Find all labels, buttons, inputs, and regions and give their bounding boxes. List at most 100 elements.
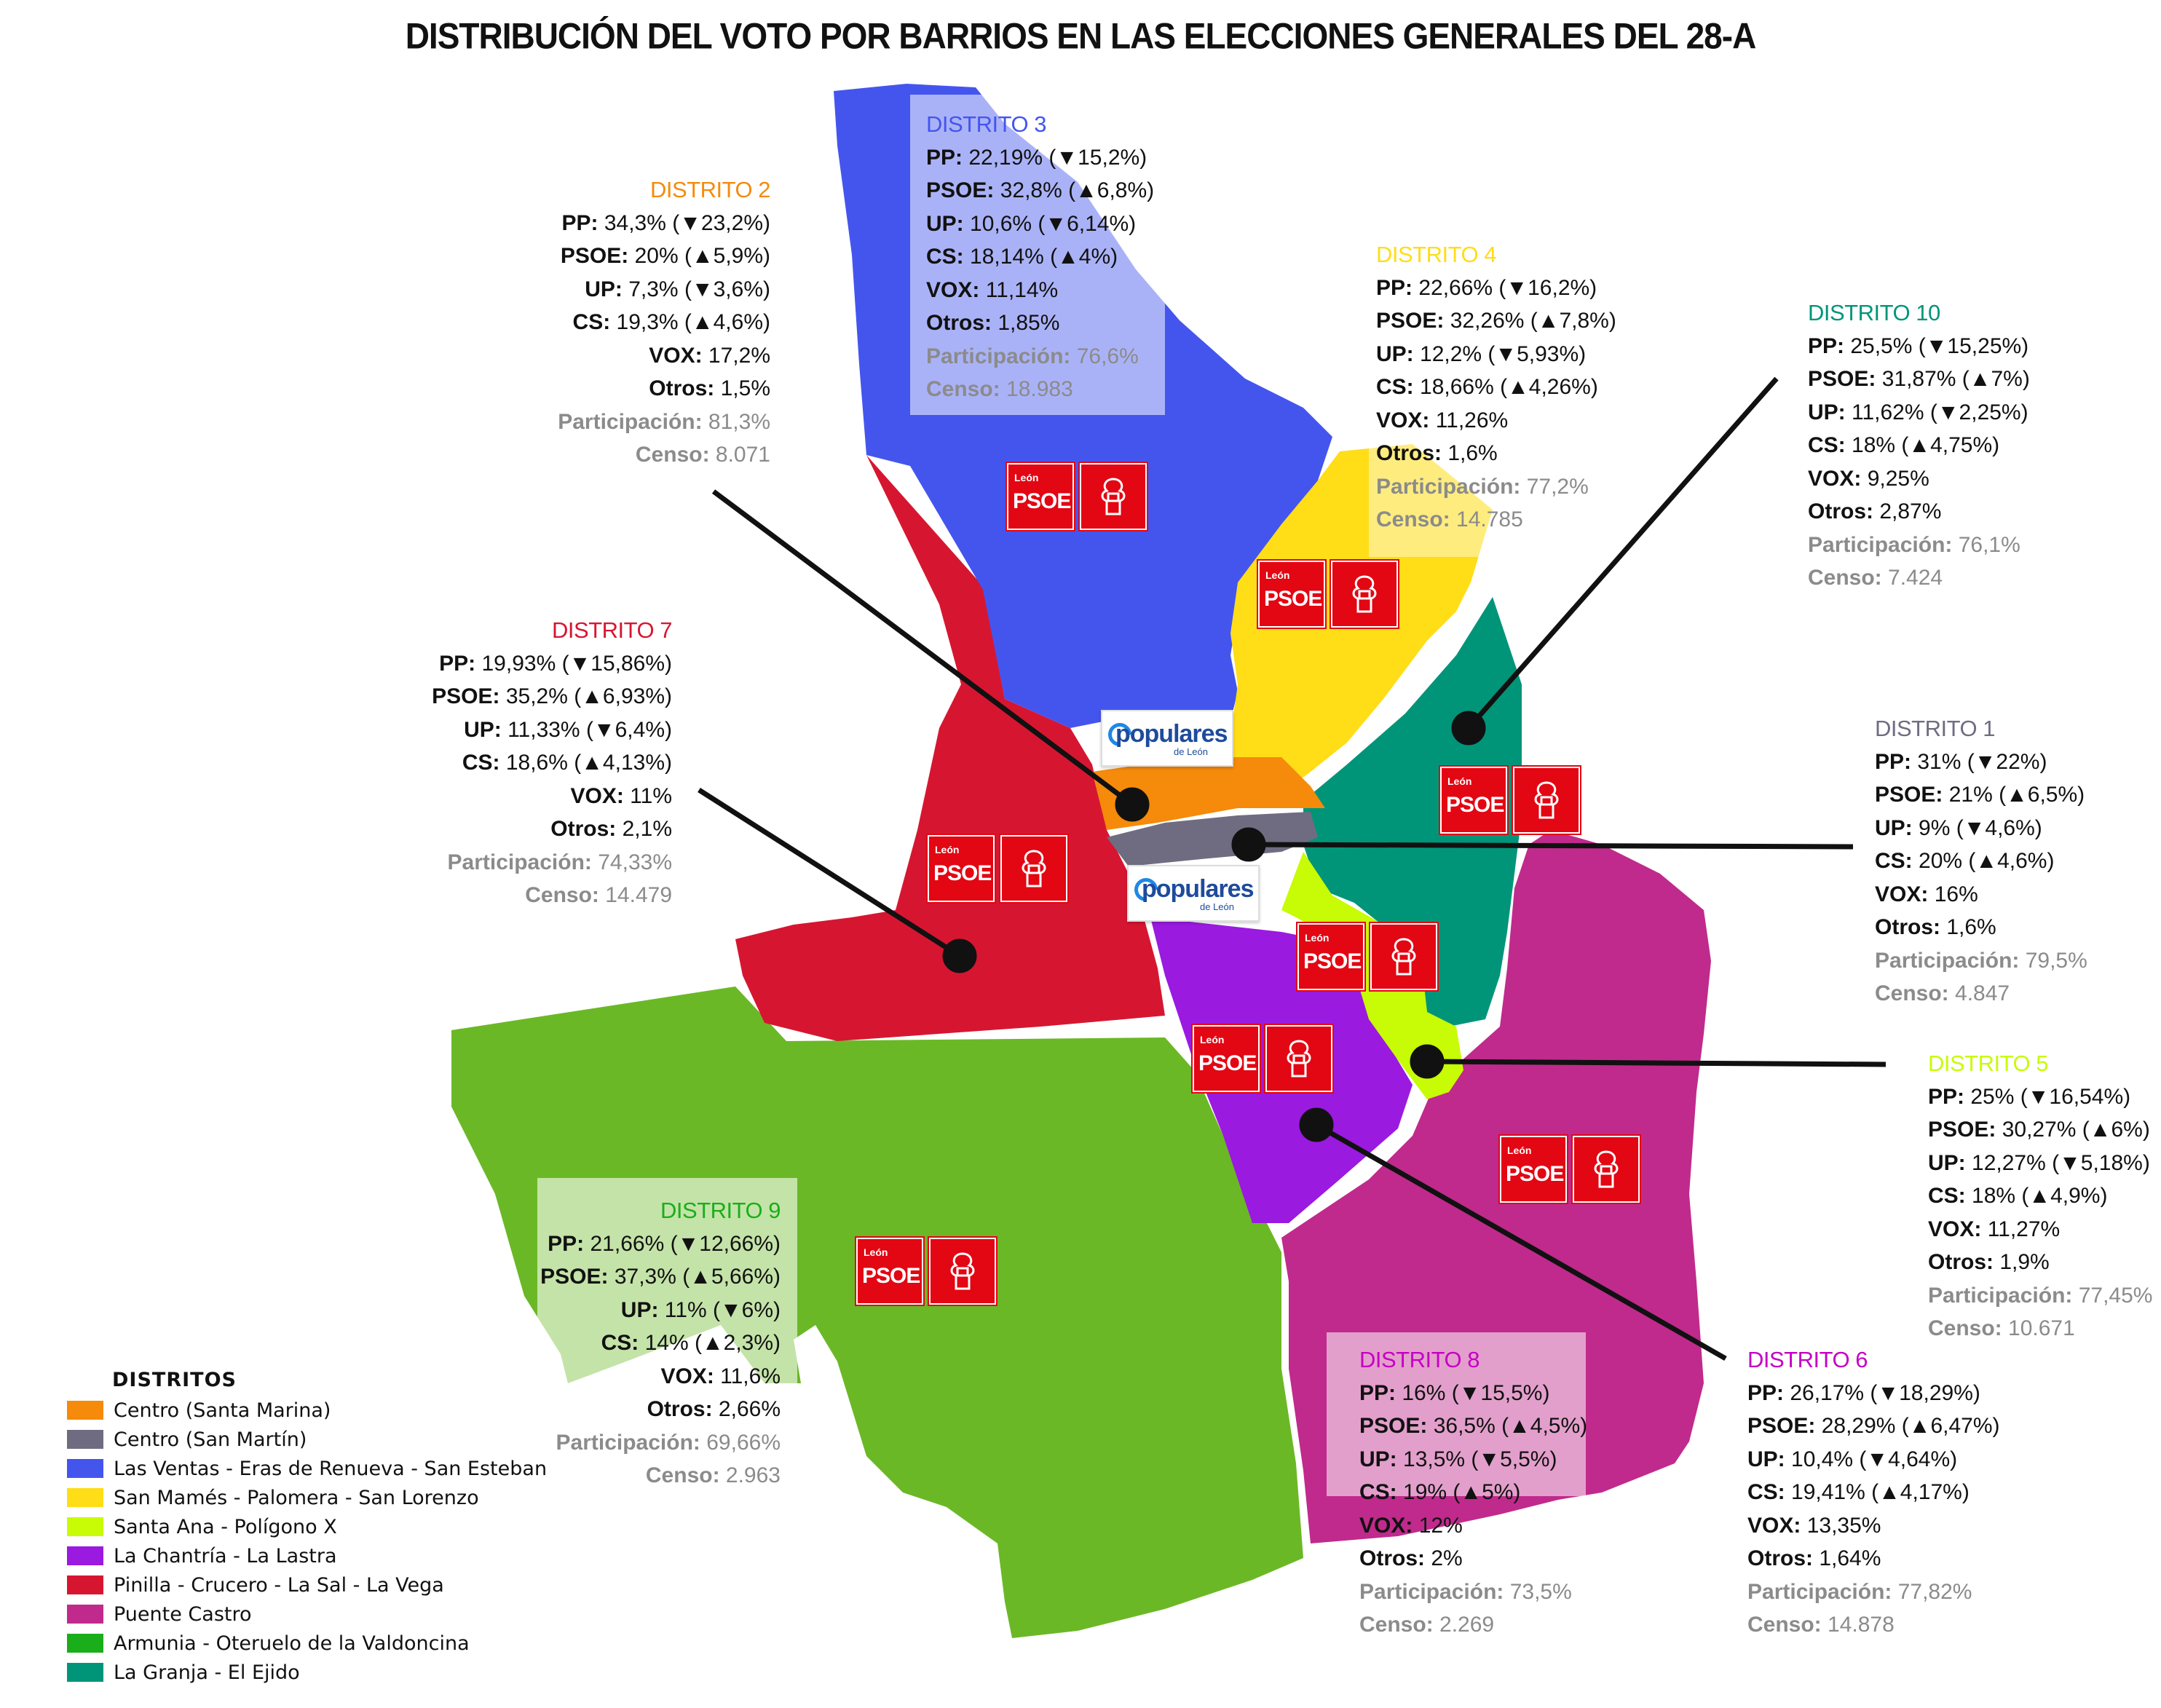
legend-label: La Chantría - La Lastra bbox=[114, 1544, 337, 1567]
district-2-area[interactable] bbox=[1092, 757, 1325, 830]
stat-pp: PP: 31% (▼22%) bbox=[1875, 749, 2047, 774]
stat-otros: Otros: 2,66% bbox=[647, 1397, 781, 1421]
psoe-logo: León PSOE bbox=[1297, 923, 1364, 990]
rose-icon bbox=[1513, 767, 1580, 834]
district-name: DISTRITO 10 bbox=[1808, 300, 1940, 325]
district-9-area[interactable] bbox=[451, 987, 1303, 1638]
legend-label: Pinilla - Crucero - La Sal - La Vega bbox=[114, 1573, 444, 1597]
stat-otros: Otros: 2,1% bbox=[550, 817, 672, 841]
stat-part: Participación: 81,3% bbox=[558, 409, 770, 434]
psoe-logo: León PSOE bbox=[1500, 1136, 1567, 1203]
legend-swatch bbox=[67, 1605, 103, 1624]
stat-censo: Censo: 18.983 bbox=[926, 377, 1073, 401]
legend-label: Santa Ana - Polígono X bbox=[114, 1515, 337, 1538]
psoe-badge-district-8: León PSOE bbox=[1193, 1025, 1332, 1092]
psoe-badge-district-4: León PSOE bbox=[1258, 561, 1398, 628]
legend: DISTRITOS Centro (Santa Marina) Centro (S… bbox=[67, 1369, 547, 1687]
stat-pp: PP: 22,66% (▼16,2%) bbox=[1376, 275, 1597, 300]
rose-icon bbox=[1370, 923, 1437, 990]
district-1-area[interactable] bbox=[1107, 812, 1318, 866]
psoe-badge-district-6: León PSOE bbox=[1500, 1136, 1640, 1203]
stat-censo: Censo: 14.878 bbox=[1747, 1613, 1895, 1637]
stat-otros: Otros: 1,5% bbox=[649, 376, 770, 400]
stat-psoe: PSOE: 35,2% (▲6,93%) bbox=[432, 684, 672, 708]
stat-cs: CS: 18,14% (▲4%) bbox=[926, 245, 1118, 269]
stat-cs: CS: 18,66% (▲4,26%) bbox=[1376, 375, 1598, 399]
pp-badge-district-1: populares de León bbox=[1127, 865, 1260, 922]
district-10-leader-line bbox=[1466, 376, 1779, 730]
stat-psoe: PSOE: 32,26% (▲7,8%) bbox=[1376, 309, 1616, 333]
district-8-info: DISTRITO 8 PP: 16% (▼15,5%) PSOE: 36,5% (▲… bbox=[1359, 1343, 1587, 1642]
psoe-logo: León PSOE bbox=[928, 835, 995, 902]
stat-otros: Otros: 1,6% bbox=[1875, 915, 1996, 939]
psoe-logo: León PSOE bbox=[1258, 561, 1325, 628]
psoe-badge-district-9: León PSOE bbox=[856, 1238, 996, 1305]
legend-swatch bbox=[67, 1459, 103, 1478]
stat-up: UP: 12,27% (▼5,18%) bbox=[1928, 1150, 2150, 1175]
legend-label: Puente Castro bbox=[114, 1602, 252, 1626]
stat-cs: CS: 18% (▲4,75%) bbox=[1808, 433, 2000, 457]
stat-psoe: PSOE: 31,87% (▲7%) bbox=[1808, 367, 2030, 391]
stat-vox: VOX: 12% bbox=[1359, 1513, 1463, 1538]
stat-censo: Censo: 2.269 bbox=[1359, 1613, 1495, 1637]
stat-cs: CS: 19,41% (▲4,17%) bbox=[1747, 1480, 1970, 1504]
legend-item: Santa Ana - Polígono X bbox=[67, 1512, 547, 1541]
stat-censo: Censo: 10.671 bbox=[1928, 1316, 2075, 1340]
stat-vox: VOX: 11% bbox=[570, 783, 672, 808]
stat-pp: PP: 25% (▼16,54%) bbox=[1928, 1084, 2131, 1109]
stat-cs: CS: 19,3% (▲4,6%) bbox=[572, 310, 770, 334]
legend-swatch bbox=[67, 1430, 103, 1449]
stat-part: Participación: 76,1% bbox=[1808, 532, 2020, 557]
district-name: DISTRITO 2 bbox=[650, 177, 770, 202]
stat-part: Participación: 69,66% bbox=[556, 1430, 781, 1455]
district-name: DISTRITO 6 bbox=[1747, 1347, 1868, 1372]
stat-psoe: PSOE: 32,8% (▲6,8%) bbox=[926, 178, 1155, 202]
stat-psoe: PSOE: 37,3% (▲5,66%) bbox=[540, 1265, 781, 1289]
legend-swatch bbox=[67, 1488, 103, 1507]
district-name: DISTRITO 1 bbox=[1875, 716, 1995, 741]
district-5-leader-line bbox=[1426, 1059, 1887, 1067]
legend-swatch bbox=[67, 1517, 103, 1536]
psoe-badge-district-3: León PSOE bbox=[1007, 463, 1147, 530]
legend-item: Las Ventas - Eras de Renueva - San Esteb… bbox=[67, 1454, 547, 1483]
district-4-info: DISTRITO 4 PP: 22,66% (▼16,2%) PSOE: 32,26… bbox=[1376, 238, 1616, 537]
rose-icon bbox=[1573, 1136, 1640, 1203]
stat-pp: PP: 21,66% (▼12,66%) bbox=[548, 1231, 781, 1256]
stat-part: Participación: 77,82% bbox=[1747, 1579, 1972, 1604]
stat-vox: VOX: 11,14% bbox=[926, 277, 1059, 302]
stat-psoe: PSOE: 28,29% (▲6,47%) bbox=[1747, 1414, 2000, 1438]
stat-up: UP: 9% (▼4,6%) bbox=[1875, 815, 2042, 840]
stat-up: UP: 7,3% (▼3,6%) bbox=[585, 277, 770, 301]
stat-pp: PP: 25,5% (▼15,25%) bbox=[1808, 333, 2029, 358]
stat-vox: VOX: 9,25% bbox=[1808, 466, 1929, 491]
district-10-marker-dot bbox=[1451, 711, 1486, 746]
stat-psoe: PSOE: 30,27% (▲6%) bbox=[1928, 1118, 2150, 1142]
stat-otros: Otros: 2,87% bbox=[1808, 499, 1942, 523]
district-6-marker-dot bbox=[1299, 1107, 1334, 1142]
page-title: DISTRIBUCIÓN DEL VOTO POR BARRIOS EN LAS… bbox=[405, 15, 1757, 57]
legend-swatch bbox=[67, 1401, 103, 1420]
legend-swatch bbox=[67, 1546, 103, 1565]
stat-part: Participación: 77,45% bbox=[1928, 1283, 2153, 1308]
rose-icon bbox=[1265, 1025, 1332, 1092]
legend-heading: DISTRITOS bbox=[112, 1369, 237, 1391]
district-name: DISTRITO 8 bbox=[1359, 1347, 1479, 1372]
stat-censo: Censo: 14.479 bbox=[525, 883, 672, 907]
district-name: DISTRITO 7 bbox=[552, 617, 672, 643]
stat-vox: VOX: 16% bbox=[1875, 882, 1978, 906]
stat-up: UP: 11% (▼6%) bbox=[620, 1297, 781, 1322]
district-9-info: DISTRITO 9 PP: 21,66% (▼12,66%) PSOE: 37,3… bbox=[540, 1194, 781, 1492]
pp-badge-district-2: populares de León bbox=[1101, 710, 1233, 767]
legend-item: Armunia - Oteruelo de la Valdoncina bbox=[67, 1629, 547, 1658]
stat-pp: PP: 22,19% (▼15,2%) bbox=[926, 145, 1147, 170]
stat-vox: VOX: 11,27% bbox=[1928, 1217, 2061, 1241]
stat-pp: PP: 26,17% (▼18,29%) bbox=[1747, 1380, 1980, 1405]
district-3-info-panel bbox=[910, 95, 1165, 415]
district-6-info: DISTRITO 6 PP: 26,17% (▼18,29%) PSOE: 28,2… bbox=[1747, 1343, 2000, 1642]
district-10-area[interactable] bbox=[1303, 597, 1522, 1027]
stat-otros: Otros: 1,9% bbox=[1928, 1250, 2050, 1274]
district-5-marker-dot bbox=[1410, 1044, 1445, 1079]
stat-censo: Censo: 14.785 bbox=[1376, 507, 1523, 531]
district-7-info: DISTRITO 7 PP: 19,93% (▼15,86%) PSOE: 35,2… bbox=[432, 614, 672, 912]
stat-part: Participación: 73,5% bbox=[1359, 1579, 1572, 1604]
